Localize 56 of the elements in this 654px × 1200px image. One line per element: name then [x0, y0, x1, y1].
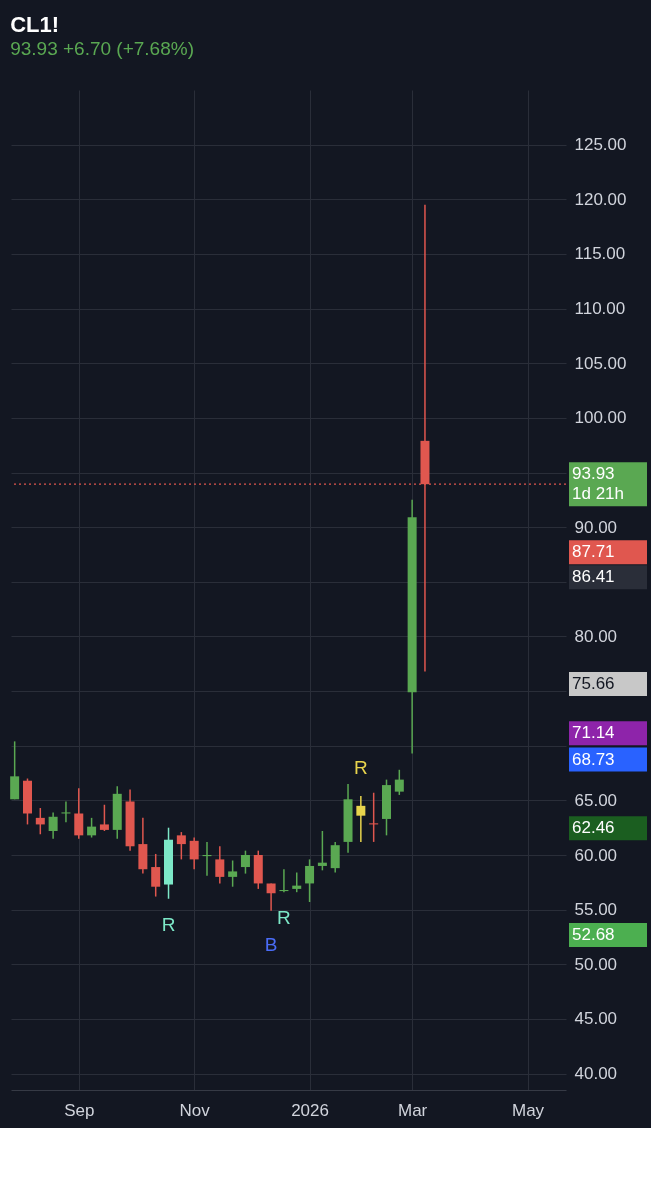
annotation: R	[277, 907, 291, 929]
candlestick	[87, 817, 97, 839]
candlestick	[240, 849, 250, 875]
y-tick-label: 115.00	[574, 244, 626, 264]
candlestick	[317, 830, 327, 872]
y-tick-label: 105.00	[574, 353, 627, 373]
candlestick	[10, 740, 20, 801]
candlestick	[356, 795, 366, 843]
candlestick	[330, 841, 340, 874]
candlestick	[61, 800, 71, 823]
candlestick	[74, 787, 84, 840]
candlestick	[266, 882, 276, 912]
candlestick	[176, 831, 186, 861]
y-tick-label: 60.00	[574, 845, 618, 865]
candlestick	[48, 811, 58, 840]
y-tick-label: 65.00	[574, 790, 618, 810]
candlestick	[305, 858, 315, 903]
candlestick	[35, 807, 45, 836]
y-tick-label: 40.00	[574, 1064, 618, 1084]
chart-subtitle: 93.93 +6.70 (+7.68%)	[10, 38, 194, 59]
y-tick-label: 125.00	[574, 135, 627, 155]
annotation: R	[161, 913, 176, 935]
candlestick	[279, 868, 289, 893]
x-tick-label: Sep	[64, 1100, 95, 1120]
candlestick	[228, 859, 238, 888]
y-tick-label: 80.00	[574, 626, 618, 646]
candlestick	[202, 841, 212, 877]
ref-line-label: 93.93 1d 21h	[572, 464, 624, 504]
candlestick	[189, 836, 199, 870]
candlestick	[151, 853, 161, 898]
y-tick-label: 90.00	[574, 517, 618, 537]
x-tick-label: 2026	[291, 1100, 329, 1120]
x-tick-label: May	[511, 1100, 545, 1120]
chart-title: CL1!	[10, 12, 60, 37]
annotation: R	[353, 757, 368, 779]
text: 62.46	[572, 818, 615, 838]
text: 86.41	[572, 567, 615, 587]
y-tick-label: 110.00	[574, 299, 626, 319]
y-tick-label: 55.00	[574, 900, 618, 920]
x-tick-label: Mar	[398, 1100, 428, 1120]
candlestick	[369, 791, 379, 843]
y-tick-label: 100.00	[574, 408, 627, 428]
text: 52.68	[572, 925, 615, 945]
annotation: B	[264, 933, 278, 955]
y-tick-label: 120.00	[574, 189, 627, 209]
candlestick	[99, 804, 109, 832]
candlestick	[215, 845, 225, 885]
y-tick-label: 45.00	[574, 1009, 618, 1029]
text: 68.73	[572, 749, 615, 769]
text: 71.14	[572, 723, 615, 743]
text: 75.66	[572, 673, 615, 693]
y-tick-label: 50.00	[574, 954, 618, 974]
x-tick-label: Nov	[179, 1100, 211, 1120]
text: 87.71	[572, 542, 615, 562]
candlestick	[394, 769, 404, 796]
candlestick	[292, 871, 302, 893]
